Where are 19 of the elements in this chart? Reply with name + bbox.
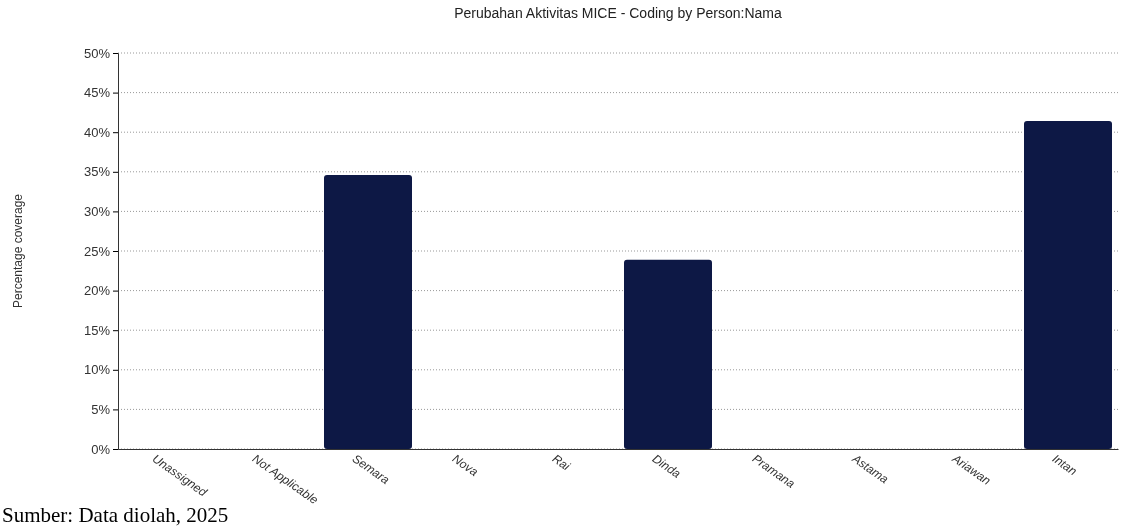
y-tick-label: 50% bbox=[83, 45, 111, 61]
y-tick-label: 15% bbox=[83, 322, 111, 338]
y-tick-label: 5% bbox=[91, 402, 111, 418]
chart-title: Perubahan Aktivitas MICE - Coding by Person:Nama bbox=[454, 5, 783, 21]
y-tick-label: 35% bbox=[83, 164, 111, 180]
x-tick-label: Intan bbox=[1049, 451, 1080, 479]
y-tick-label: 10% bbox=[83, 362, 111, 378]
y-axis-title: Percentage coverage bbox=[11, 193, 25, 309]
y-tick-label: 20% bbox=[83, 283, 111, 299]
y-tick-label: 25% bbox=[83, 243, 111, 259]
y-tick-label: 45% bbox=[83, 85, 111, 101]
x-tick-label: Rai bbox=[549, 451, 573, 474]
y-tick-label: 0% bbox=[91, 441, 111, 457]
bar bbox=[1024, 121, 1112, 449]
y-tick-label: 30% bbox=[83, 204, 111, 220]
text: Sumber: Data diolah, 2025 bbox=[2, 503, 229, 527]
bar bbox=[624, 259, 712, 449]
y-tick-label: 40% bbox=[83, 124, 111, 140]
bar bbox=[324, 174, 412, 449]
